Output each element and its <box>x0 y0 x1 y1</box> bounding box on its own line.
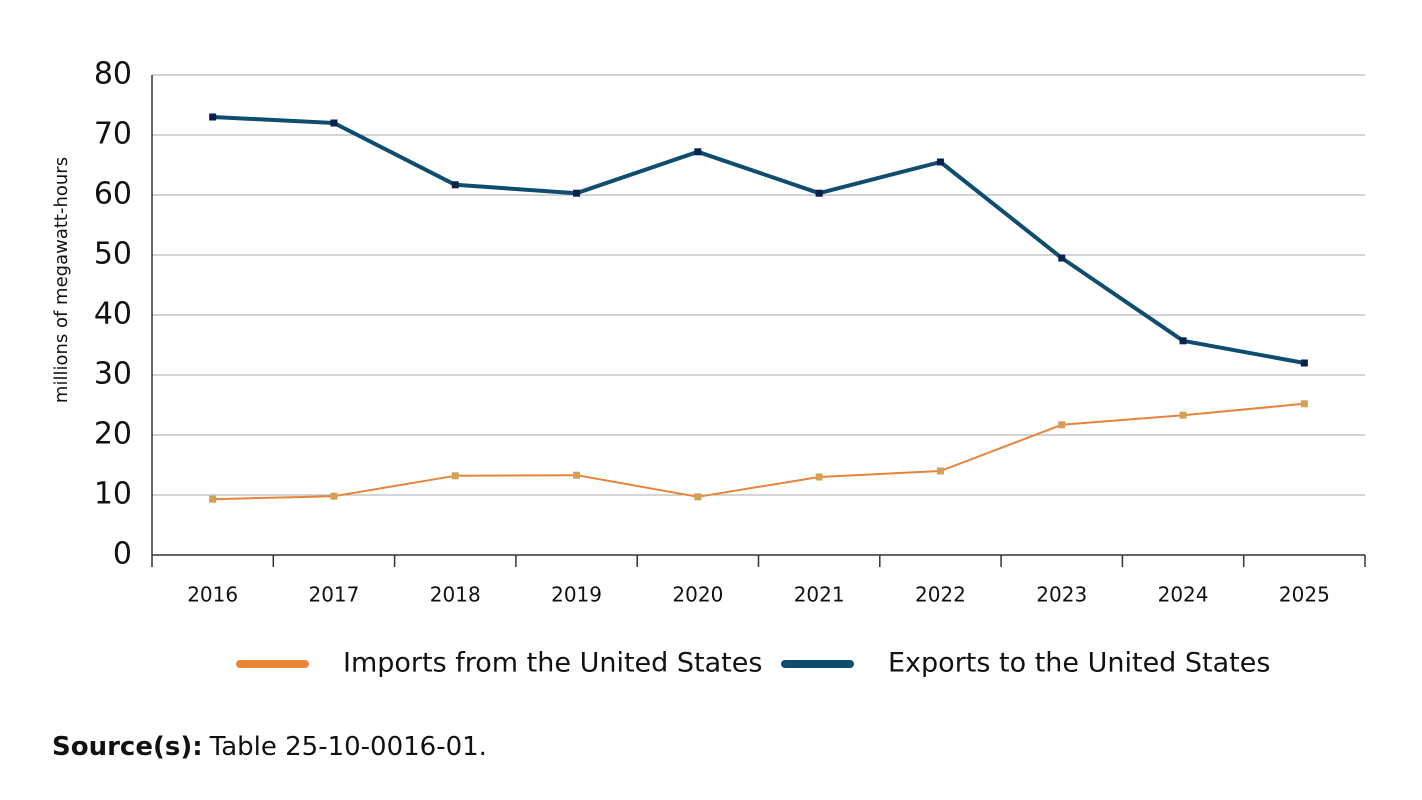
y-tick-label: 70 <box>94 117 132 152</box>
marker <box>1179 337 1187 345</box>
marker <box>451 181 459 189</box>
x-tick-label: 2021 <box>794 583 845 607</box>
x-tick-label: 2022 <box>915 583 966 607</box>
series-line <box>212 402 1305 501</box>
x-tick-label: 2020 <box>672 583 723 607</box>
source: Source(s): Table 25-10-0016-01. <box>52 732 487 762</box>
x-tick-label: 2024 <box>1158 583 1209 607</box>
y-tick-label: 80 <box>94 57 132 92</box>
y-tick-label: 50 <box>94 237 132 272</box>
x-tick-label: 2018 <box>430 583 481 607</box>
marker <box>1058 254 1066 262</box>
marker <box>573 189 581 197</box>
marker <box>1300 359 1308 367</box>
y-tick-label: 30 <box>94 357 132 392</box>
x-tick-label: 2019 <box>551 583 602 607</box>
marker <box>1179 411 1187 419</box>
marker <box>209 495 217 503</box>
marker <box>330 119 338 127</box>
y-tick-label: 40 <box>94 297 132 332</box>
marker <box>936 467 944 475</box>
marker <box>573 471 581 479</box>
marker <box>451 472 459 480</box>
series-line <box>212 115 1305 365</box>
marker <box>1300 400 1308 408</box>
marker <box>694 493 702 501</box>
x-tick-label: 2025 <box>1279 583 1330 607</box>
y-tick-label: 0 <box>113 537 132 572</box>
marker <box>694 148 702 156</box>
y-axis-label: millions of megawatt-hours <box>51 157 72 403</box>
x-tick-label: 2023 <box>1036 583 1087 607</box>
legend-label: Imports from the United States <box>343 648 762 679</box>
x-tick-label: 2016 <box>187 583 238 607</box>
y-tick-label: 10 <box>94 477 132 512</box>
marker <box>815 473 823 481</box>
y-tick-label: 60 <box>94 177 132 212</box>
marker <box>330 492 338 500</box>
x-tick-label: 2017 <box>308 583 359 607</box>
marker <box>209 113 217 121</box>
marker <box>936 158 944 166</box>
marker <box>815 189 823 197</box>
marker <box>1058 421 1066 429</box>
source-label: Source(s): <box>52 732 203 762</box>
y-tick-label: 20 <box>94 417 132 452</box>
legend-label: Exports to the United States <box>888 648 1270 679</box>
source-text: Table 25-10-0016-01. <box>209 732 487 762</box>
